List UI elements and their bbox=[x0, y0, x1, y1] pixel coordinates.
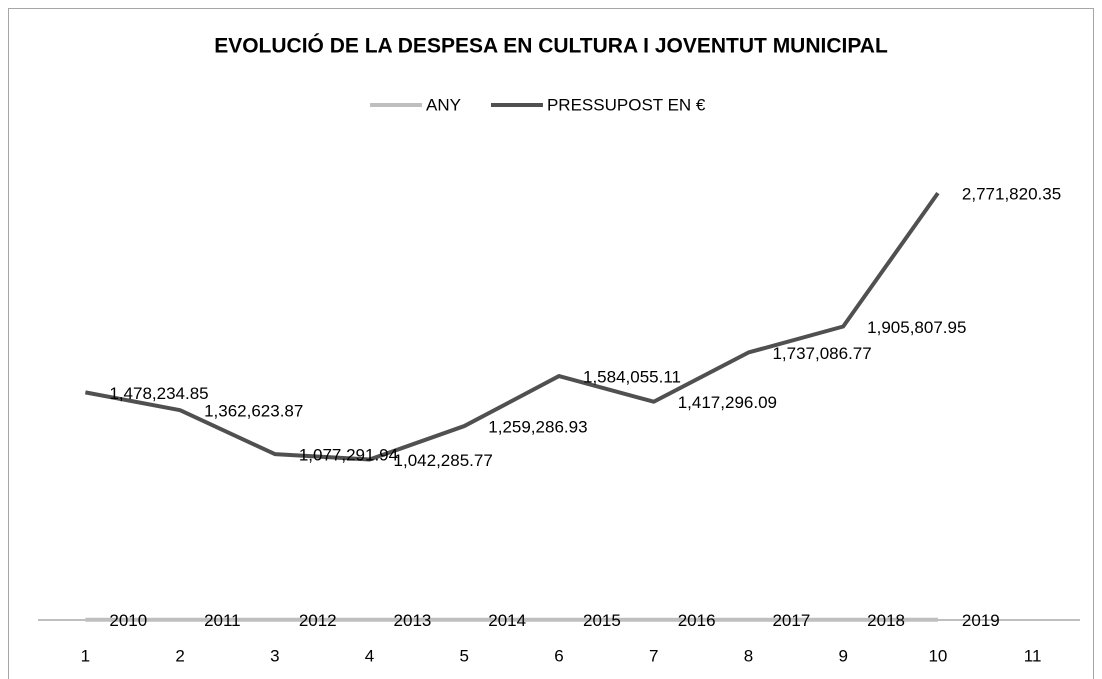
x-tick-label: 3 bbox=[270, 646, 279, 665]
data-label: 2014 bbox=[488, 611, 526, 630]
series-line bbox=[84, 191, 940, 462]
data-label: 2015 bbox=[583, 611, 621, 630]
data-label: 2012 bbox=[299, 611, 337, 630]
data-label: 1,478,234.85 bbox=[109, 384, 208, 403]
x-tick-label: 1 bbox=[81, 646, 90, 665]
data-label: 1,362,623.87 bbox=[204, 402, 303, 421]
x-tick-label: 6 bbox=[554, 646, 563, 665]
x-tick-label: 9 bbox=[838, 646, 847, 665]
x-tick-label: 8 bbox=[744, 646, 753, 665]
data-label: 2017 bbox=[772, 611, 810, 630]
data-label: 1,584,055.11 bbox=[583, 368, 681, 387]
data-label: 2018 bbox=[867, 611, 905, 630]
legend-label: PRESSUPOST EN € bbox=[547, 95, 706, 114]
data-label: 2010 bbox=[109, 611, 147, 630]
data-label: 2019 bbox=[962, 611, 1000, 630]
x-tick-label: 7 bbox=[649, 646, 658, 665]
x-tick-label: 2 bbox=[175, 646, 184, 665]
data-label: 1,737,086.77 bbox=[772, 344, 871, 363]
chart-title: EVOLUCIÓ DE LA DESPESA EN CULTURA I JOVE… bbox=[214, 34, 888, 58]
data-label: 1,259,286.93 bbox=[488, 418, 587, 437]
data-label: 2016 bbox=[678, 611, 716, 630]
data-label: 2011 bbox=[204, 611, 241, 630]
x-tick-label: 4 bbox=[365, 646, 374, 665]
data-label: 1,417,296.09 bbox=[678, 393, 777, 412]
data-label: 2013 bbox=[394, 611, 432, 630]
chart-frame bbox=[8, 8, 1094, 679]
data-label: 1,042,285.77 bbox=[394, 451, 493, 470]
data-label: 1,077,291.94 bbox=[299, 446, 398, 465]
x-tick-label: 10 bbox=[928, 646, 947, 665]
legend-label: ANY bbox=[426, 95, 461, 114]
data-label: 2,771,820.35 bbox=[962, 185, 1061, 204]
x-tick-label: 5 bbox=[460, 646, 469, 665]
x-tick-label: 11 bbox=[1024, 646, 1042, 665]
data-label: 1,905,807.95 bbox=[867, 318, 966, 337]
